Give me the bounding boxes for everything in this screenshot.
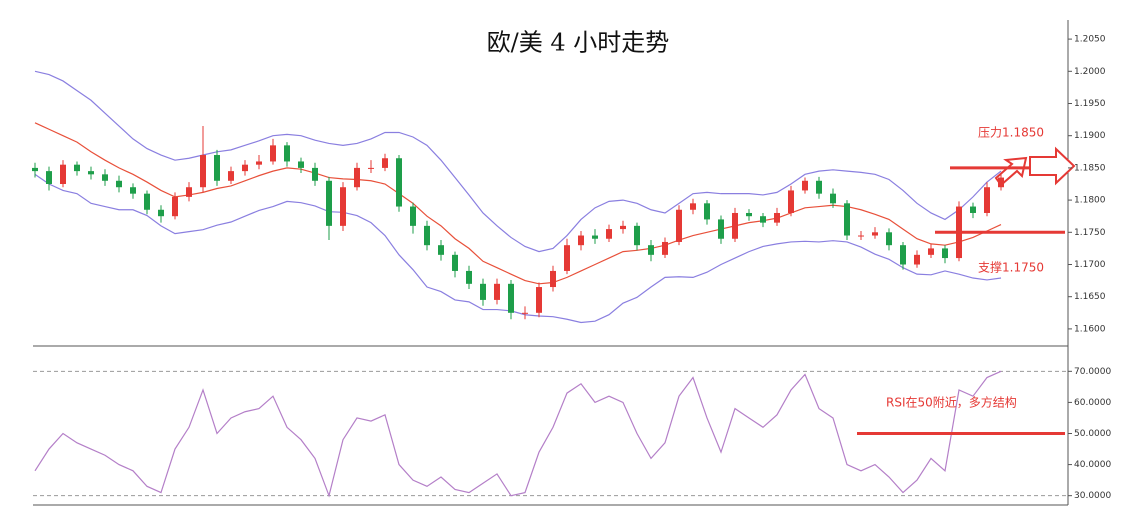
candle-body bbox=[970, 206, 976, 213]
y-tick-label: 40.0000 bbox=[1074, 460, 1111, 470]
candle-body bbox=[718, 219, 724, 239]
indicator-line bbox=[34, 370, 1002, 498]
candle-body bbox=[564, 245, 570, 271]
indicator-line bbox=[34, 122, 1002, 285]
arrow bbox=[1029, 146, 1076, 186]
candle-body bbox=[270, 145, 276, 162]
y-tick-label: 1.1800 bbox=[1074, 196, 1106, 206]
candle-body bbox=[732, 212, 738, 239]
y-tick-label: 50.0000 bbox=[1074, 429, 1111, 439]
candle-body bbox=[312, 167, 318, 181]
candle-body bbox=[466, 270, 472, 284]
y-tick-label: 1.1600 bbox=[1074, 324, 1106, 334]
candle-body bbox=[886, 232, 892, 246]
candle-body bbox=[760, 216, 766, 223]
candle-body bbox=[256, 161, 262, 165]
candle-body bbox=[942, 248, 948, 259]
candle-body bbox=[158, 209, 164, 217]
candle-body bbox=[984, 187, 990, 213]
candle-body bbox=[102, 174, 108, 181]
candle-body bbox=[494, 283, 500, 300]
candle-body bbox=[424, 225, 430, 246]
candle-body bbox=[410, 206, 416, 226]
candle-body bbox=[536, 287, 542, 313]
candle-body bbox=[928, 248, 934, 255]
candle-body bbox=[802, 180, 808, 191]
candle-body bbox=[746, 212, 752, 217]
candle-body bbox=[774, 212, 780, 223]
candle-body bbox=[914, 254, 920, 265]
candle-body bbox=[46, 171, 52, 184]
candle-body bbox=[60, 164, 66, 184]
candle-body bbox=[228, 171, 234, 181]
candle-body bbox=[634, 225, 640, 246]
candle-body bbox=[844, 203, 850, 236]
candle-body bbox=[662, 241, 668, 255]
candle-body bbox=[858, 235, 864, 237]
y-tick-label: 1.2000 bbox=[1074, 67, 1106, 77]
y-tick-label: 1.1650 bbox=[1074, 292, 1106, 302]
candle-body bbox=[144, 193, 150, 210]
candle-body bbox=[382, 158, 388, 168]
y-tick-label: 60.0000 bbox=[1074, 398, 1111, 408]
candle-body bbox=[130, 187, 136, 194]
y-tick-label: 1.1700 bbox=[1074, 260, 1106, 270]
candle-body bbox=[620, 225, 626, 230]
candle-body bbox=[788, 190, 794, 213]
candle-body bbox=[676, 209, 682, 242]
candle-body bbox=[298, 161, 304, 168]
candle-body bbox=[452, 254, 458, 271]
candle-body bbox=[592, 235, 598, 239]
candle-body bbox=[578, 235, 584, 246]
candle-body bbox=[690, 203, 696, 210]
candle-body bbox=[480, 283, 486, 300]
indicator-line bbox=[34, 173, 1002, 324]
candle-body bbox=[648, 245, 654, 255]
candle-body bbox=[186, 187, 192, 197]
annotation-label: 压力1.1850 bbox=[978, 126, 1044, 140]
candle-body bbox=[606, 229, 612, 239]
candle-body bbox=[550, 270, 556, 288]
candle-body bbox=[200, 155, 206, 188]
y-tick-label: 1.1850 bbox=[1074, 163, 1106, 173]
y-tick-label: 70.0000 bbox=[1074, 367, 1111, 377]
annotation-label: 支撑1.1750 bbox=[978, 260, 1044, 275]
candle-body bbox=[508, 283, 514, 313]
candle-body bbox=[438, 245, 444, 255]
y-tick-label: 1.1900 bbox=[1074, 131, 1106, 141]
candle-body bbox=[368, 167, 374, 169]
indicator-line bbox=[34, 70, 1002, 253]
candle-body bbox=[32, 167, 38, 172]
candle-body bbox=[998, 177, 1004, 188]
candle-body bbox=[522, 312, 528, 314]
candle-body bbox=[354, 167, 360, 188]
candle-body bbox=[74, 164, 80, 172]
candle-body bbox=[900, 245, 906, 265]
annotation-label: RSI在50附近，多方结构 bbox=[886, 395, 1017, 410]
candle-body bbox=[214, 155, 220, 181]
y-tick-label: 1.2050 bbox=[1074, 35, 1106, 45]
candle-body bbox=[830, 193, 836, 204]
candle-body bbox=[284, 145, 290, 162]
candle-body bbox=[88, 171, 94, 175]
candle-body bbox=[116, 180, 122, 188]
candle-body bbox=[326, 180, 332, 226]
candle-body bbox=[816, 180, 822, 194]
candle-body bbox=[172, 196, 178, 217]
candle-body bbox=[872, 232, 878, 236]
chart-title: 欧/美 4 小时走势 bbox=[487, 29, 670, 57]
candle-body bbox=[340, 187, 346, 226]
candle-body bbox=[396, 158, 402, 207]
y-tick-label: 30.0000 bbox=[1074, 491, 1111, 501]
y-tick-label: 1.1750 bbox=[1074, 228, 1106, 238]
candle-body bbox=[242, 164, 248, 172]
y-tick-label: 1.1950 bbox=[1074, 99, 1106, 109]
candle-body bbox=[704, 203, 710, 220]
